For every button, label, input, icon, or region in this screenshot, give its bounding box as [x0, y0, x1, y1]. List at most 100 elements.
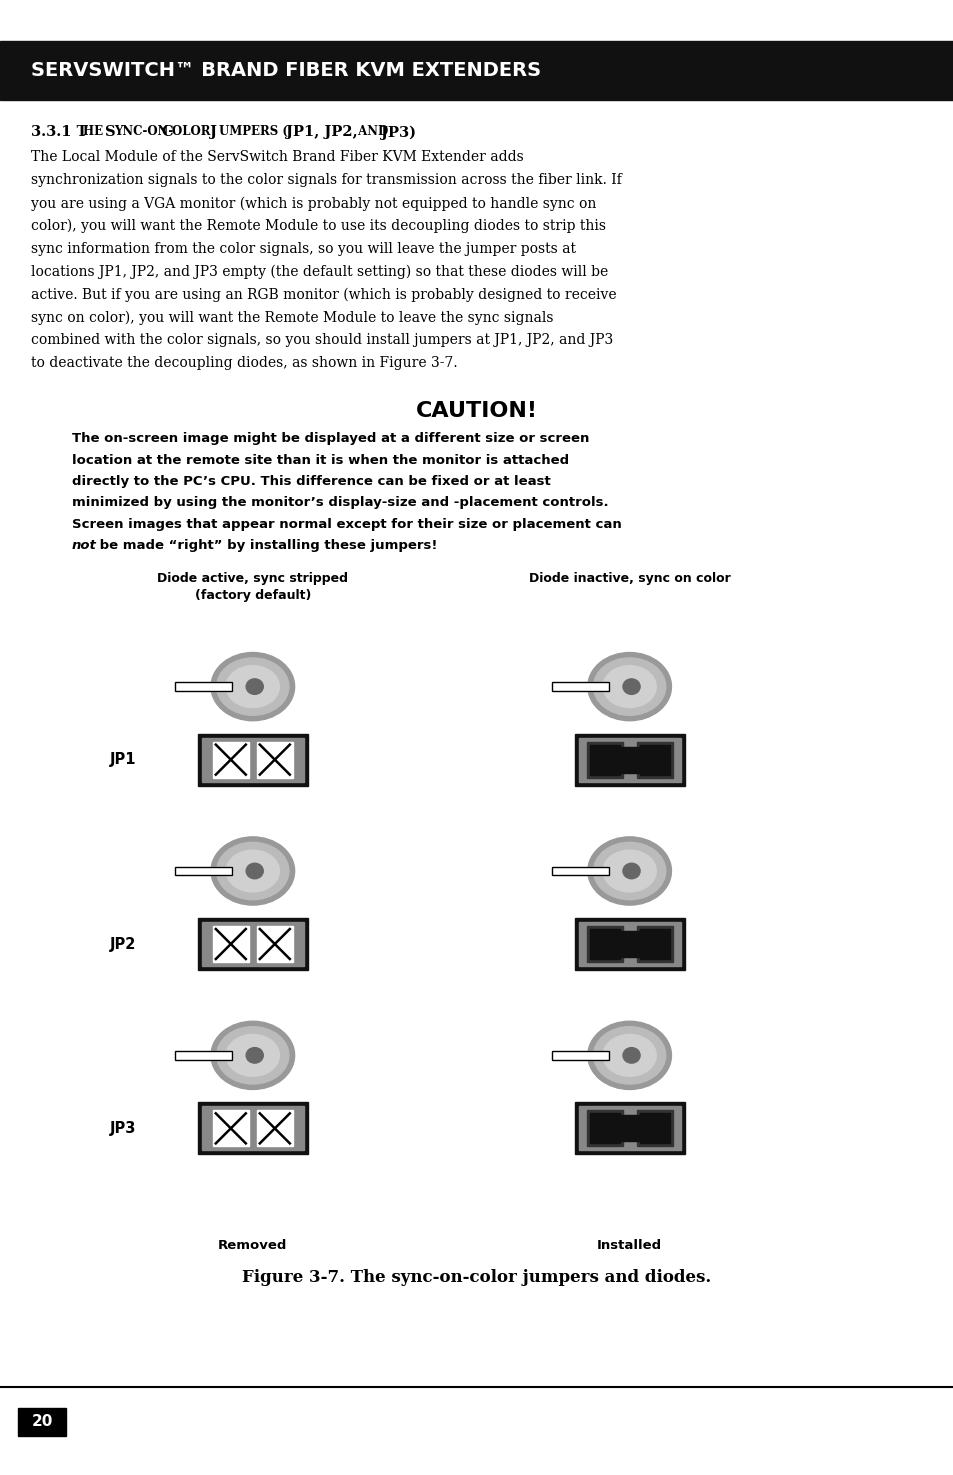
- Text: minimized by using the monitor’s display-size and -placement controls.: minimized by using the monitor’s display…: [71, 496, 608, 509]
- Bar: [551, 867, 608, 875]
- Ellipse shape: [246, 678, 263, 695]
- Bar: [578, 922, 679, 966]
- Bar: [589, 1114, 619, 1143]
- Ellipse shape: [602, 1034, 656, 1077]
- Text: HE: HE: [83, 125, 107, 139]
- Bar: [589, 929, 619, 959]
- Text: The Local Module of the ServSwitch Brand Fiber KVM Extender adds: The Local Module of the ServSwitch Brand…: [30, 150, 523, 164]
- Bar: [174, 867, 232, 875]
- Bar: [551, 683, 608, 690]
- Bar: [636, 1111, 672, 1146]
- Bar: [639, 745, 669, 774]
- Ellipse shape: [216, 842, 289, 900]
- Bar: [574, 1102, 684, 1155]
- Text: JP1, JP2,: JP1, JP2,: [285, 125, 356, 139]
- Bar: [574, 733, 684, 786]
- Text: Diode active, sync stripped
(factory default): Diode active, sync stripped (factory def…: [157, 572, 348, 602]
- Bar: [202, 922, 303, 966]
- Text: 3.3.1 T: 3.3.1 T: [30, 125, 87, 139]
- Ellipse shape: [211, 836, 294, 906]
- Bar: [174, 683, 232, 690]
- Bar: [197, 917, 308, 971]
- Text: JP3: JP3: [110, 1121, 136, 1136]
- Bar: [551, 1052, 608, 1059]
- Bar: [639, 1114, 669, 1143]
- Bar: [213, 926, 249, 962]
- Text: AND: AND: [354, 125, 392, 139]
- Ellipse shape: [226, 1034, 279, 1077]
- Bar: [174, 1052, 232, 1059]
- Text: not: not: [71, 538, 96, 552]
- Bar: [589, 745, 619, 774]
- Ellipse shape: [587, 836, 671, 906]
- Ellipse shape: [622, 678, 639, 695]
- Text: to deactivate the decoupling diodes, as shown in Figure 3-7.: to deactivate the decoupling diodes, as …: [30, 357, 456, 370]
- Bar: [618, 931, 640, 957]
- Ellipse shape: [216, 658, 289, 715]
- Text: combined with the color signals, so you should install jumpers at JP1, JP2, and : combined with the color signals, so you …: [30, 333, 612, 347]
- Text: YNC-ON-: YNC-ON-: [114, 125, 173, 139]
- Bar: [18, 1409, 66, 1435]
- Text: synchronization signals to the color signals for transmission across the fiber l: synchronization signals to the color sig…: [30, 173, 620, 187]
- Text: S: S: [105, 125, 115, 139]
- Bar: [574, 917, 684, 971]
- Text: 20: 20: [31, 1415, 52, 1429]
- Bar: [213, 1111, 249, 1146]
- Text: JP1: JP1: [110, 752, 136, 767]
- Bar: [174, 683, 232, 690]
- Text: sync information from the color signals, so you will leave the jumper posts at: sync information from the color signals,…: [30, 242, 575, 255]
- Ellipse shape: [622, 863, 639, 879]
- Bar: [586, 742, 622, 777]
- Text: JP2: JP2: [110, 937, 136, 951]
- Ellipse shape: [593, 1027, 665, 1084]
- Ellipse shape: [211, 652, 294, 721]
- Text: sync on color), you will want the Remote Module to leave the sync signals: sync on color), you will want the Remote…: [30, 310, 553, 324]
- Text: directly to the PC’s CPU. This difference can be fixed or at least: directly to the PC’s CPU. This differenc…: [71, 475, 550, 488]
- Bar: [639, 929, 669, 959]
- Ellipse shape: [622, 1047, 639, 1063]
- Text: Screen images that appear normal except for their size or placement can: Screen images that appear normal except …: [71, 518, 620, 531]
- Ellipse shape: [216, 1027, 289, 1084]
- Text: Removed: Removed: [218, 1239, 287, 1252]
- Ellipse shape: [587, 652, 671, 721]
- Text: active. But if you are using an RGB monitor (which is probably designed to recei: active. But if you are using an RGB moni…: [30, 288, 616, 302]
- Bar: [551, 1052, 608, 1059]
- Text: be made “right” by installing these jumpers!: be made “right” by installing these jump…: [94, 538, 436, 552]
- Text: color), you will want the Remote Module to use its decoupling diodes to strip th: color), you will want the Remote Module …: [30, 218, 605, 233]
- Bar: [213, 742, 249, 777]
- Bar: [0, 41, 953, 100]
- Bar: [586, 926, 622, 962]
- Ellipse shape: [593, 658, 665, 715]
- Bar: [586, 1111, 622, 1146]
- Bar: [578, 1106, 679, 1150]
- Text: OLOR: OLOR: [172, 125, 213, 139]
- Bar: [618, 746, 640, 773]
- Text: Figure 3-7. The sync-on-color jumpers and diodes.: Figure 3-7. The sync-on-color jumpers an…: [242, 1268, 711, 1286]
- Text: JP3): JP3): [380, 125, 416, 140]
- Ellipse shape: [246, 1047, 263, 1063]
- Bar: [256, 742, 293, 777]
- Bar: [256, 1111, 293, 1146]
- Bar: [202, 738, 303, 782]
- Text: The on-screen image might be displayed at a different size or screen: The on-screen image might be displayed a…: [71, 432, 588, 445]
- Text: locations JP1, JP2, and JP3 empty (the default setting) so that these diodes wil: locations JP1, JP2, and JP3 empty (the d…: [30, 266, 607, 279]
- Bar: [256, 926, 293, 962]
- Text: Diode inactive, sync on color: Diode inactive, sync on color: [528, 572, 730, 586]
- Ellipse shape: [587, 1021, 671, 1090]
- Bar: [202, 1106, 303, 1150]
- Bar: [174, 867, 232, 875]
- Ellipse shape: [211, 1021, 294, 1090]
- Text: J: J: [210, 125, 216, 139]
- Bar: [636, 742, 672, 777]
- Bar: [551, 683, 608, 690]
- Bar: [636, 926, 672, 962]
- Ellipse shape: [226, 665, 279, 708]
- Bar: [174, 1052, 232, 1059]
- Text: you are using a VGA monitor (which is probably not equipped to handle sync on: you are using a VGA monitor (which is pr…: [30, 196, 596, 211]
- Bar: [197, 733, 308, 786]
- Text: CAUTION!: CAUTION!: [416, 401, 537, 422]
- Ellipse shape: [593, 842, 665, 900]
- Text: Installed: Installed: [597, 1239, 661, 1252]
- Bar: [197, 1102, 308, 1155]
- Ellipse shape: [226, 850, 279, 892]
